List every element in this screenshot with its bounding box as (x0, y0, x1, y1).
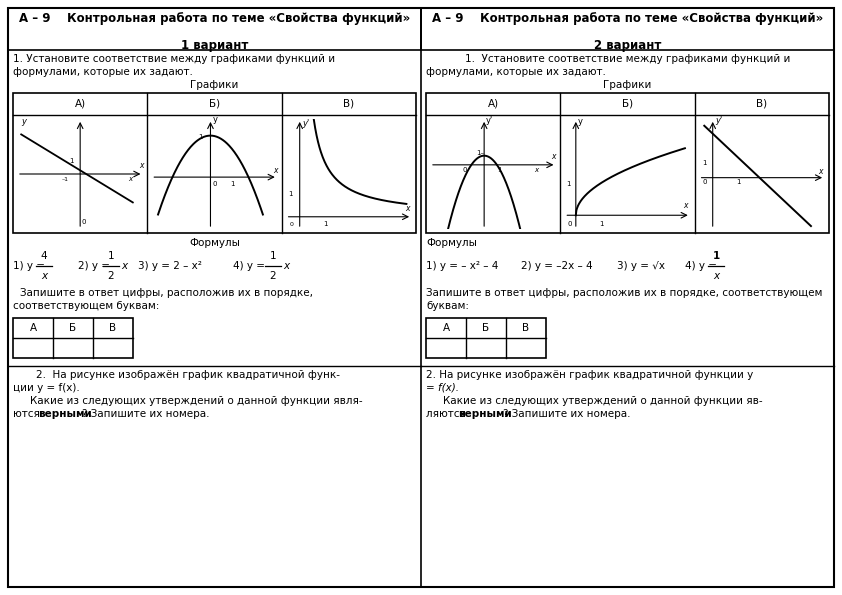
Text: Графики: Графики (604, 80, 652, 90)
Text: 1.  Установите соответствие между графиками функций и: 1. Установите соответствие между графика… (465, 54, 790, 64)
Text: y': y' (486, 115, 493, 125)
Text: 1: 1 (497, 167, 501, 173)
Text: ? Запишите их номера.: ? Запишите их номера. (503, 409, 631, 419)
Text: А: А (29, 323, 36, 333)
Text: А): А) (488, 99, 498, 109)
Text: 1: 1 (108, 251, 115, 261)
Text: 2 вариант: 2 вариант (594, 39, 661, 52)
Text: А – 9    Контрольная работа по теме «Свойства функций»: А – 9 Контрольная работа по теме «Свойст… (19, 12, 410, 25)
Text: формулами, которые их задают.: формулами, которые их задают. (426, 67, 606, 77)
Text: 1–: 1– (476, 150, 484, 156)
Text: 1: 1 (323, 221, 328, 227)
Text: ции y = f(x).: ции y = f(x). (13, 383, 80, 393)
Text: В: В (522, 323, 530, 333)
Text: ляются: ляются (426, 409, 469, 419)
Text: верными: верными (458, 409, 512, 419)
Text: В): В) (344, 99, 354, 109)
Text: x: x (121, 261, 127, 271)
Text: 1: 1 (269, 251, 276, 261)
Text: 0: 0 (290, 222, 294, 227)
Text: y': y' (302, 120, 310, 129)
Text: В: В (109, 323, 116, 333)
Text: x: x (713, 271, 719, 281)
Text: Б: Б (482, 323, 489, 333)
Text: верными: верными (38, 409, 92, 419)
Text: Формулы: Формулы (426, 238, 477, 248)
Text: 1: 1 (712, 251, 720, 261)
Text: 2: 2 (269, 271, 276, 281)
Text: А): А) (75, 99, 86, 109)
Text: ются: ются (13, 409, 43, 419)
Text: 1: 1 (736, 178, 740, 184)
Text: 1: 1 (70, 158, 74, 164)
Text: А – 9    Контрольная работа по теме «Свойства функций»: А – 9 Контрольная работа по теме «Свойст… (432, 12, 823, 25)
Text: 1: 1 (289, 191, 293, 197)
Text: x: x (283, 261, 289, 271)
Text: x: x (405, 203, 409, 212)
Text: Б): Б) (209, 99, 220, 109)
Text: 0: 0 (82, 218, 87, 224)
Text: y: y (21, 117, 26, 127)
Text: 1. Установите соответствие между графиками функций и: 1. Установите соответствие между графика… (13, 54, 335, 64)
Text: Б: Б (69, 323, 77, 333)
Text: x: x (551, 152, 556, 161)
Text: 1: 1 (702, 160, 706, 166)
Text: Формулы: Формулы (189, 238, 240, 248)
Text: 1: 1 (231, 181, 235, 187)
Bar (8, 8, 421, 50)
Text: 4) y =: 4) y = (685, 261, 717, 271)
Text: Графики: Графики (190, 80, 238, 90)
Text: 2) y = –2x – 4: 2) y = –2x – 4 (521, 261, 593, 271)
Bar (13, 318, 133, 358)
Text: 1 вариант: 1 вариант (181, 39, 248, 52)
Text: Запишите в ответ цифры, расположив их в порядке, соответствующем: Запишите в ответ цифры, расположив их в … (426, 288, 823, 298)
Text: соответствующем буквам:: соответствующем буквам: (13, 301, 159, 311)
Text: 4: 4 (40, 251, 47, 261)
Text: 2) y =: 2) y = (78, 261, 110, 271)
Text: x: x (684, 201, 688, 211)
Text: 1: 1 (600, 221, 604, 227)
Text: 1) y =: 1) y = (13, 261, 45, 271)
Text: –1: –1 (61, 177, 68, 182)
Text: буквам:: буквам: (426, 301, 469, 311)
Text: x: x (139, 161, 144, 170)
Text: x: x (274, 166, 278, 175)
Bar (421, 8, 834, 50)
Text: 3) y = 2 – x²: 3) y = 2 – x² (138, 261, 202, 271)
Text: 0: 0 (568, 221, 572, 227)
Text: 1) y = – x² – 4: 1) y = – x² – 4 (426, 261, 498, 271)
Bar (13, 93, 416, 233)
Text: В): В) (756, 99, 767, 109)
Text: 2.  На рисунке изображён график квадратичной функ-: 2. На рисунке изображён график квадратич… (36, 370, 340, 380)
Text: Запишите в ответ цифры, расположив их в порядке,: Запишите в ответ цифры, расположив их в … (20, 288, 313, 298)
Text: 0: 0 (703, 178, 707, 184)
Text: А: А (442, 323, 450, 333)
Text: формулами, которые их задают.: формулами, которые их задают. (13, 67, 193, 77)
Text: x: x (535, 167, 539, 173)
Text: y: y (213, 115, 217, 124)
Text: 4) y = –: 4) y = – (233, 261, 274, 271)
Text: y: y (578, 117, 584, 126)
Text: Какие из следующих утверждений о данной функции яв-: Какие из следующих утверждений о данной … (443, 396, 763, 406)
Text: 0: 0 (213, 181, 217, 187)
Text: Какие из следующих утверждений о данной функции явля-: Какие из следующих утверждений о данной … (30, 396, 363, 406)
Text: Б): Б) (622, 99, 633, 109)
Text: = f(x).: = f(x). (426, 383, 459, 393)
Text: 0: 0 (462, 167, 467, 173)
Text: 3) y = √x: 3) y = √x (617, 261, 665, 271)
Bar (426, 318, 546, 358)
Text: y': y' (716, 117, 722, 126)
Bar (426, 93, 829, 233)
Text: 1: 1 (199, 134, 203, 140)
Text: 2: 2 (108, 271, 115, 281)
Text: x: x (41, 271, 47, 281)
Text: 2. На рисунке изображён график квадратичной функции y: 2. На рисунке изображён график квадратич… (426, 370, 754, 380)
Text: x: x (818, 167, 823, 176)
Text: 1: 1 (567, 181, 571, 187)
Text: x: x (129, 176, 133, 182)
Text: ? Запишите их номера.: ? Запишите их номера. (82, 409, 210, 419)
